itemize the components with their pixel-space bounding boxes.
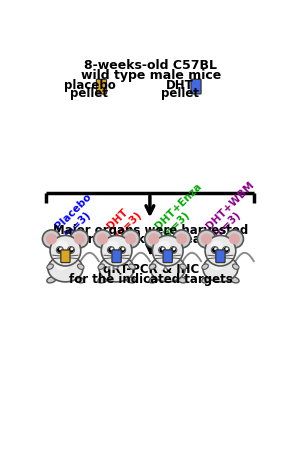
Text: wild type male mice: wild type male mice [81,69,221,82]
Text: for the indicated targets: for the indicated targets [69,273,233,286]
Circle shape [122,248,123,249]
Ellipse shape [149,264,156,269]
Text: DHT+Enza
(n=3): DHT+Enza (n=3) [153,182,211,240]
Text: after 2 weeks of treatment: after 2 weeks of treatment [61,233,240,246]
Circle shape [69,248,73,252]
Circle shape [162,248,163,249]
Text: Major organs were harvested: Major organs were harvested [53,224,248,237]
Circle shape [111,248,112,249]
Ellipse shape [48,255,83,282]
Circle shape [224,248,228,252]
Circle shape [225,230,243,248]
Ellipse shape [99,255,134,282]
Circle shape [58,248,62,252]
Circle shape [101,236,132,266]
Circle shape [50,236,81,266]
Ellipse shape [149,277,158,283]
Ellipse shape [177,277,186,283]
Circle shape [42,230,61,248]
Ellipse shape [106,261,120,270]
FancyBboxPatch shape [61,250,70,262]
Circle shape [176,233,187,244]
FancyBboxPatch shape [112,250,121,262]
Ellipse shape [150,255,185,282]
Ellipse shape [75,277,84,283]
Ellipse shape [98,277,107,283]
Circle shape [74,233,85,244]
Text: DHT: DHT [166,79,194,91]
Circle shape [97,233,108,244]
Circle shape [148,233,159,244]
Text: 8-weeks-old C57BL: 8-weeks-old C57BL [84,59,217,72]
Text: pellet: pellet [71,87,108,100]
Circle shape [223,247,230,254]
FancyBboxPatch shape [96,79,106,94]
Circle shape [119,247,126,254]
Ellipse shape [55,261,69,270]
Circle shape [211,247,218,254]
Ellipse shape [219,256,222,258]
Circle shape [158,240,171,253]
Text: placebo: placebo [64,79,115,91]
Ellipse shape [115,256,118,258]
Circle shape [108,247,114,254]
Ellipse shape [230,277,239,283]
Ellipse shape [47,264,53,269]
Circle shape [56,247,63,254]
Circle shape [205,236,236,266]
Circle shape [226,248,227,249]
Circle shape [93,230,112,248]
Circle shape [229,233,240,244]
Circle shape [160,248,164,252]
Circle shape [197,230,216,248]
FancyBboxPatch shape [191,79,201,94]
Ellipse shape [202,264,208,269]
FancyBboxPatch shape [216,250,225,262]
Ellipse shape [166,256,169,258]
Circle shape [70,230,88,248]
Text: qRT-PCR & IHC: qRT-PCR & IHC [103,263,199,276]
Circle shape [121,230,140,248]
Circle shape [109,248,113,252]
Circle shape [215,248,216,249]
Circle shape [60,248,61,249]
Text: DHT
(n=3): DHT (n=3) [105,201,143,240]
Circle shape [159,247,166,254]
Circle shape [173,230,191,248]
Ellipse shape [64,256,67,258]
Ellipse shape [78,264,84,269]
Circle shape [71,248,72,249]
Circle shape [120,248,124,252]
Ellipse shape [210,261,224,270]
Circle shape [56,240,68,253]
Text: DHT+WBM
(n=3): DHT+WBM (n=3) [204,180,264,240]
FancyBboxPatch shape [163,250,172,262]
Circle shape [125,233,136,244]
Ellipse shape [98,264,104,269]
Ellipse shape [202,277,211,283]
Circle shape [145,230,163,248]
Ellipse shape [126,277,135,283]
Circle shape [213,248,217,252]
Circle shape [170,247,177,254]
Text: pellet: pellet [161,87,199,100]
Ellipse shape [180,264,186,269]
Circle shape [107,240,119,253]
Circle shape [211,240,223,253]
Ellipse shape [233,264,239,269]
Ellipse shape [129,264,135,269]
Circle shape [171,248,176,252]
Circle shape [152,236,183,266]
Ellipse shape [47,277,56,283]
Circle shape [46,233,57,244]
Circle shape [201,233,212,244]
Ellipse shape [203,255,238,282]
Text: Placebo
(n=3): Placebo (n=3) [54,192,102,240]
Circle shape [173,248,175,249]
Ellipse shape [157,261,171,270]
Circle shape [68,247,74,254]
